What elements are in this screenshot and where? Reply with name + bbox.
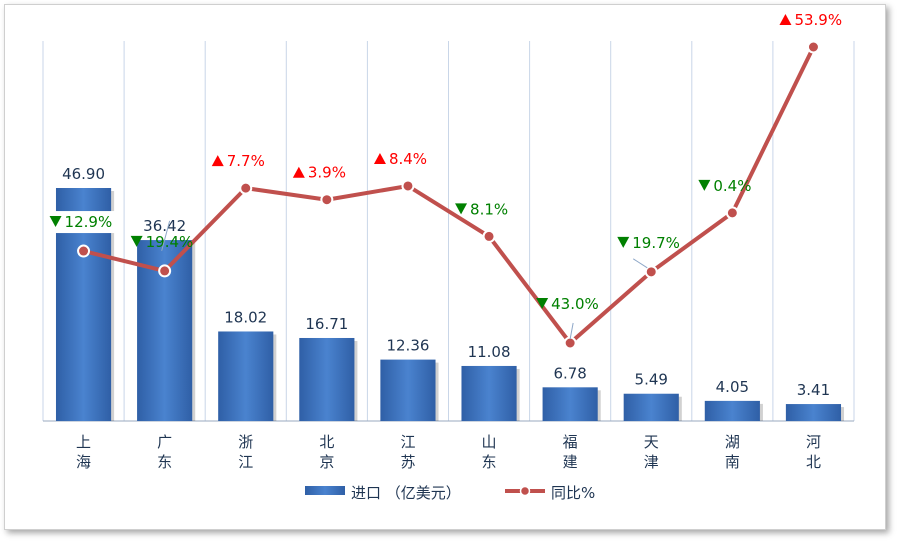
yoy-point	[401, 179, 415, 193]
category-label: 河	[806, 433, 821, 451]
down-arrow-icon	[455, 203, 468, 215]
bar	[380, 359, 436, 421]
yoy-value-label: 19.7%	[632, 234, 680, 252]
category-label: 东	[157, 453, 172, 471]
category-label: 苏	[400, 453, 415, 471]
category-label: 浙	[238, 433, 253, 451]
yoy-point	[563, 336, 577, 350]
yoy-point	[725, 206, 739, 220]
up-arrow-icon	[373, 152, 386, 164]
category-label: 海	[76, 453, 91, 471]
bar	[299, 337, 355, 421]
bar-value-label: 6.78	[553, 364, 586, 382]
legend-line-label: 同比%	[551, 484, 595, 502]
leader-line	[161, 220, 171, 252]
yoy-point	[806, 40, 820, 54]
bar-value-label: 16.71	[305, 315, 348, 333]
leader-line	[569, 322, 574, 340]
up-arrow-icon	[292, 166, 305, 178]
category-label: 南	[725, 453, 740, 471]
bar	[542, 387, 598, 421]
yoy-value-label: 3.9%	[308, 164, 346, 182]
down-arrow-icon	[130, 235, 143, 247]
category-label: 广	[157, 433, 172, 451]
bar-value-label: 5.49	[635, 371, 668, 389]
category-label: 福	[563, 433, 578, 451]
category-label: 湖	[725, 433, 740, 451]
yoy-value-label: 8.1%	[470, 200, 508, 218]
category-label: 津	[644, 453, 659, 471]
yoy-value-label: 7.7%	[227, 152, 265, 170]
yoy-point	[77, 244, 91, 258]
bar-value-label: 3.41	[797, 381, 830, 399]
yoy-value-label: 19.4%	[146, 233, 194, 251]
bar-value-label: 36.42	[143, 217, 186, 235]
bar	[623, 393, 679, 421]
down-arrow-icon	[617, 236, 630, 248]
category-label: 北	[319, 433, 334, 451]
bar-value-label: 12.36	[386, 337, 429, 355]
bar-value-label: 4.05	[716, 378, 749, 396]
yoy-point	[320, 193, 334, 207]
legend-bar-swatch	[305, 486, 345, 495]
yoy-value-label: 12.9%	[65, 213, 113, 231]
yoy-line	[83, 46, 816, 345]
bar-value-label: 18.02	[224, 308, 267, 326]
down-arrow-icon	[698, 179, 711, 191]
legend-bar-label: 进口 （亿美元）	[351, 484, 461, 502]
label-box	[45, 211, 118, 234]
category-label: 山	[482, 433, 497, 451]
yoy-value-label: 0.4%	[713, 177, 751, 195]
bar	[785, 404, 842, 421]
yoy-value-label: 53.9%	[794, 11, 842, 29]
category-label: 东	[482, 453, 497, 471]
yoy-point	[239, 181, 253, 195]
down-arrow-icon	[536, 298, 549, 309]
category-label: 天	[644, 433, 659, 451]
category-label: 京	[319, 453, 334, 471]
category-label: 北	[806, 453, 821, 471]
yoy-value-label: 8.4%	[389, 150, 427, 168]
category-label: 建	[563, 453, 578, 471]
yoy-point	[158, 264, 172, 278]
legend-line-marker	[519, 485, 531, 497]
yoy-point	[482, 229, 496, 243]
bar	[704, 400, 760, 421]
category-label: 上	[76, 433, 91, 451]
up-arrow-icon	[211, 155, 224, 167]
up-arrow-icon	[779, 14, 792, 25]
bar	[461, 365, 517, 421]
chart-frame: 46.90 36.42 18.02 16.71 12.36 11.08 6.78 5.49 4.…	[4, 4, 886, 530]
category-label: 江	[238, 453, 253, 471]
yoy-point	[644, 265, 658, 279]
bar	[218, 331, 274, 421]
bar-value-label: 46.90	[62, 165, 105, 183]
import-chart: 46.90 36.42 18.02 16.71 12.36 11.08 6.78 5.49 4.…	[42, 11, 855, 502]
bar-value-label: 11.08	[468, 343, 511, 361]
down-arrow-icon	[49, 216, 62, 228]
yoy-value-label: 43.0%	[551, 295, 599, 313]
category-label: 江	[400, 433, 415, 451]
leader-line	[632, 258, 648, 269]
